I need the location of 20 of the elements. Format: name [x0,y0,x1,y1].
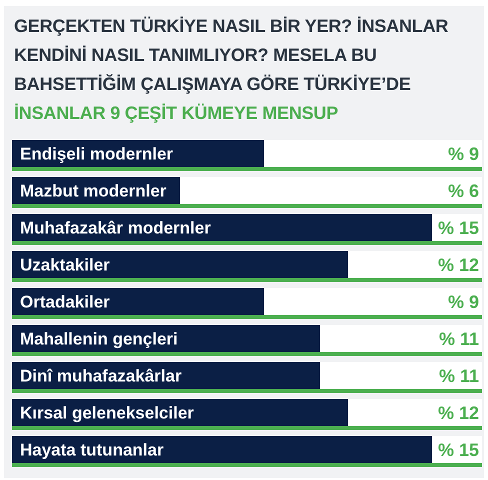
data-label: % 6 [448,180,479,201]
y-tick-label: Mazbut modernler [20,182,167,201]
chart-subtitle: İNSANLAR 9 ÇEŞİT KÜMEYE MENSUP [14,102,340,125]
data-label: % 11 [438,328,479,349]
y-tick-label: Hayata tutunanlar [20,440,164,460]
data-label: % 12 [438,254,479,275]
data-label: % 9 [448,144,479,164]
y-tick-label: Endişeli modernler [20,144,174,164]
y-tick-label: Kırsal gelenekselciler [20,404,194,423]
y-tick-label: Ortadakiler [20,292,110,312]
data-label: % 15 [438,440,479,460]
y-tick-label: Muhafazakâr modernler [20,218,212,238]
data-label: % 15 [438,218,479,238]
chart-title: GERÇEKTEN TÜRKİYE NASIL BİR YER? İNSANLAR KENDİNİ NASIL TANIMLIYOR? MESELA BU BAHSETTİĞİM ÇALIŞMAYA GÖRE TÜRKİYE’DE [14,15,450,96]
y-tick-label: Mahallenin gençleri [20,330,178,349]
y-tick-label: Dinî muhafazakârlar [20,366,182,386]
data-label: % 12 [438,402,479,423]
y-tick-label: Uzaktakiler [20,256,110,275]
data-label: % 11 [438,366,479,386]
data-label: % 9 [448,292,479,312]
